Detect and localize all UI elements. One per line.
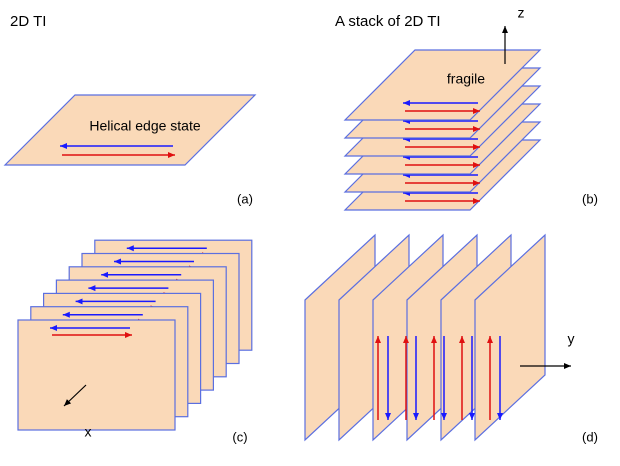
axis-label: x xyxy=(85,424,92,440)
annotation: Helical edge state xyxy=(89,118,201,134)
panel-label: (d) xyxy=(582,429,598,444)
square-stack xyxy=(18,240,252,430)
panel-title: 2D TI xyxy=(10,13,46,30)
page: {"panel_a": {"title": "2D TI", "annotati… xyxy=(0,0,620,466)
square xyxy=(18,320,175,430)
axis-label: y xyxy=(568,331,575,347)
axis-label: z xyxy=(518,5,525,21)
annotation: fragile xyxy=(447,71,485,87)
panel-label: (c) xyxy=(232,429,247,444)
plate-stack xyxy=(345,50,540,210)
panel-stack xyxy=(305,235,545,440)
panel-title: A stack of 2D TI xyxy=(335,13,441,30)
panel-label: (b) xyxy=(582,191,598,206)
panel-label: (a) xyxy=(237,191,253,206)
figure: 2D TI Helical edge state (a) A stack of … xyxy=(0,0,620,466)
